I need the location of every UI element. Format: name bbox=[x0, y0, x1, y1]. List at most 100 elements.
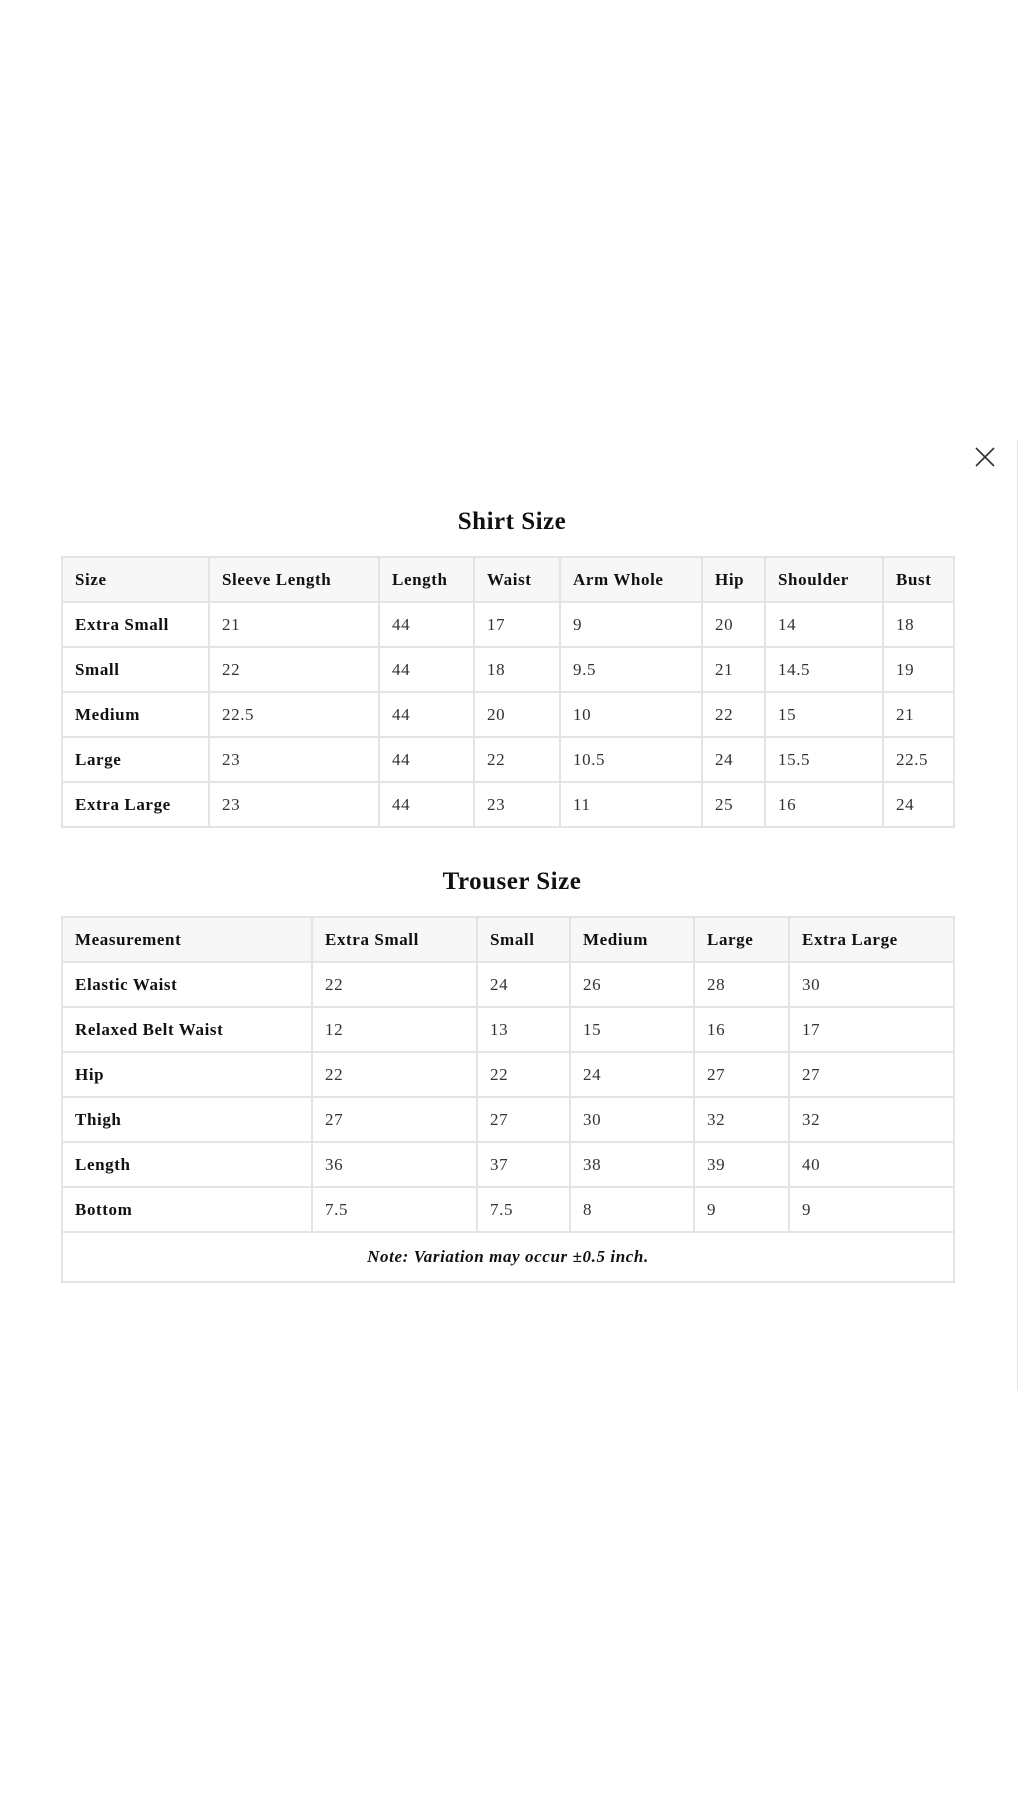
cell-value: 22.5 bbox=[882, 736, 955, 783]
cell-value: 25 bbox=[701, 781, 766, 828]
row-label: Bottom bbox=[61, 1186, 313, 1233]
cell-value: 37 bbox=[476, 1141, 571, 1188]
column-header: Bust bbox=[882, 556, 955, 603]
column-header: Extra Large bbox=[788, 916, 955, 963]
cell-value: 11 bbox=[559, 781, 703, 828]
cell-value: 16 bbox=[693, 1006, 790, 1053]
row-label: Length bbox=[61, 1141, 313, 1188]
cell-value: 21 bbox=[882, 691, 955, 738]
cell-value: 40 bbox=[788, 1141, 955, 1188]
table-row: Medium 22.5 44 20 10 22 15 21 bbox=[61, 691, 955, 738]
column-header: Size bbox=[61, 556, 210, 603]
trouser-size-title: Trouser Size bbox=[442, 868, 582, 895]
column-header: Shoulder bbox=[764, 556, 884, 603]
cell-value: 22.5 bbox=[208, 691, 380, 738]
column-header: Sleeve Length bbox=[208, 556, 380, 603]
cell-value: 20 bbox=[473, 691, 561, 738]
column-header: Extra Small bbox=[311, 916, 478, 963]
table-row: Extra Small 21 44 17 9 20 14 18 bbox=[61, 601, 955, 648]
row-label: Thigh bbox=[61, 1096, 313, 1143]
cell-value: 23 bbox=[208, 736, 380, 783]
cell-value: 27 bbox=[788, 1051, 955, 1098]
cell-value: 44 bbox=[378, 691, 475, 738]
cell-value: 22 bbox=[311, 961, 478, 1008]
cell-value: 17 bbox=[788, 1006, 955, 1053]
cell-value: 27 bbox=[693, 1051, 790, 1098]
cell-value: 39 bbox=[693, 1141, 790, 1188]
cell-value: 22 bbox=[476, 1051, 571, 1098]
cell-value: 15 bbox=[569, 1006, 695, 1053]
cell-value: 17 bbox=[473, 601, 561, 648]
column-header: Length bbox=[378, 556, 475, 603]
column-header: Medium bbox=[569, 916, 695, 963]
cell-value: 9 bbox=[693, 1186, 790, 1233]
cell-value: 15 bbox=[764, 691, 884, 738]
row-label: Extra Small bbox=[61, 601, 210, 648]
cell-value: 7.5 bbox=[311, 1186, 478, 1233]
table-row: Length 36 37 38 39 40 bbox=[61, 1141, 955, 1188]
cell-value: 16 bbox=[764, 781, 884, 828]
cell-value: 27 bbox=[311, 1096, 478, 1143]
cell-value: 22 bbox=[208, 646, 380, 693]
cell-value: 10.5 bbox=[559, 736, 703, 783]
cell-value: 22 bbox=[701, 691, 766, 738]
cell-value: 9 bbox=[559, 601, 703, 648]
table-row: Large 23 44 22 10.5 24 15.5 22.5 bbox=[61, 736, 955, 783]
cell-value: 14 bbox=[764, 601, 884, 648]
cell-value: 22 bbox=[473, 736, 561, 783]
cell-value: 32 bbox=[788, 1096, 955, 1143]
variation-note: Note: Variation may occur ±0.5 inch. bbox=[61, 1231, 955, 1283]
cell-value: 26 bbox=[569, 961, 695, 1008]
cell-value: 20 bbox=[701, 601, 766, 648]
scrollbar-edge bbox=[1017, 440, 1018, 1390]
cell-value: 12 bbox=[311, 1006, 478, 1053]
cell-value: 9 bbox=[788, 1186, 955, 1233]
table-row: Bottom 7.5 7.5 8 9 9 bbox=[61, 1186, 955, 1233]
cell-value: 15.5 bbox=[764, 736, 884, 783]
column-header: Arm Whole bbox=[559, 556, 703, 603]
table-row: Elastic Waist 22 24 26 28 30 bbox=[61, 961, 955, 1008]
cell-value: 7.5 bbox=[476, 1186, 571, 1233]
cell-value: 24 bbox=[476, 961, 571, 1008]
row-label: Large bbox=[61, 736, 210, 783]
column-header: Small bbox=[476, 916, 571, 963]
cell-value: 9.5 bbox=[559, 646, 703, 693]
row-label: Small bbox=[61, 646, 210, 693]
table-row: Thigh 27 27 30 32 32 bbox=[61, 1096, 955, 1143]
cell-value: 24 bbox=[882, 781, 955, 828]
row-label: Extra Large bbox=[61, 781, 210, 828]
cell-value: 13 bbox=[476, 1006, 571, 1053]
cell-value: 21 bbox=[208, 601, 380, 648]
cell-value: 18 bbox=[882, 601, 955, 648]
cell-value: 38 bbox=[569, 1141, 695, 1188]
cell-value: 22 bbox=[311, 1051, 478, 1098]
cell-value: 28 bbox=[693, 961, 790, 1008]
close-icon[interactable] bbox=[974, 446, 996, 468]
cell-value: 44 bbox=[378, 601, 475, 648]
cell-value: 24 bbox=[569, 1051, 695, 1098]
cell-value: 36 bbox=[311, 1141, 478, 1188]
cell-value: 21 bbox=[701, 646, 766, 693]
cell-value: 24 bbox=[701, 736, 766, 783]
shirt-size-table: Size Sleeve Length Length Waist Arm Whole Hip… bbox=[61, 556, 955, 828]
cell-value: 14.5 bbox=[764, 646, 884, 693]
shirt-size-title: Shirt Size bbox=[457, 508, 567, 535]
cell-value: 8 bbox=[569, 1186, 695, 1233]
cell-value: 23 bbox=[473, 781, 561, 828]
cell-value: 30 bbox=[788, 961, 955, 1008]
column-header: Waist bbox=[473, 556, 561, 603]
cell-value: 32 bbox=[693, 1096, 790, 1143]
cell-value: 44 bbox=[378, 646, 475, 693]
column-header: Hip bbox=[701, 556, 766, 603]
row-label: Relaxed Belt Waist bbox=[61, 1006, 313, 1053]
trouser-size-table: Measurement Extra Small Small Medium Large Ex… bbox=[61, 916, 955, 1283]
column-header: Large bbox=[693, 916, 790, 963]
table-row: Relaxed Belt Waist 12 13 15 16 17 bbox=[61, 1006, 955, 1053]
cell-value: 44 bbox=[378, 781, 475, 828]
cell-value: 10 bbox=[559, 691, 703, 738]
cell-value: 44 bbox=[378, 736, 475, 783]
row-label: Hip bbox=[61, 1051, 313, 1098]
cell-value: 18 bbox=[473, 646, 561, 693]
cell-value: 19 bbox=[882, 646, 955, 693]
cell-value: 23 bbox=[208, 781, 380, 828]
